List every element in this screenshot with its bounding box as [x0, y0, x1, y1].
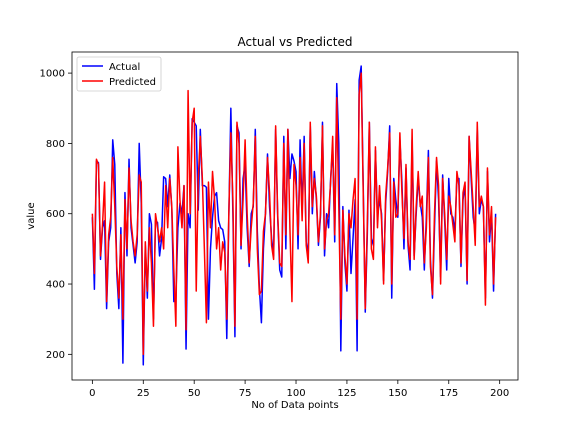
x-tick-label: 150 [388, 388, 407, 399]
x-tick-label: 0 [89, 388, 95, 399]
y-tick-label: 200 [46, 350, 65, 361]
series-line-actual [91, 65, 497, 366]
chart-title: Actual vs Predicted [238, 35, 353, 49]
legend-predicted-label: Predicted [109, 77, 156, 88]
y-tick-label: 600 [46, 209, 65, 220]
x-tick-label: 125 [337, 388, 356, 399]
plot-frame [71, 51, 519, 381]
legend-actual-label: Actual [109, 62, 140, 73]
x-tick-label: 175 [439, 388, 458, 399]
x-tick-label: 100 [286, 388, 305, 399]
y-axis-label: value [26, 202, 37, 229]
x-tick-label: 50 [188, 388, 201, 399]
y-tick-label: 800 [46, 139, 65, 150]
legend: Actual Predicted [76, 56, 162, 92]
x-tick-label: 75 [239, 388, 252, 399]
x-tick-label: 200 [490, 388, 509, 399]
series-line-predicted [91, 72, 497, 356]
y-axis-ticks: 200 400 600 800 1000 [40, 69, 72, 361]
x-tick-label: 25 [137, 388, 150, 399]
y-tick-label: 1000 [40, 69, 65, 80]
series-layer [91, 65, 497, 366]
y-tick-label: 400 [46, 280, 65, 291]
x-axis-ticks: 0 25 50 75 100 125 150 175 200 [89, 380, 509, 399]
x-axis-label: No of Data points [251, 400, 338, 411]
